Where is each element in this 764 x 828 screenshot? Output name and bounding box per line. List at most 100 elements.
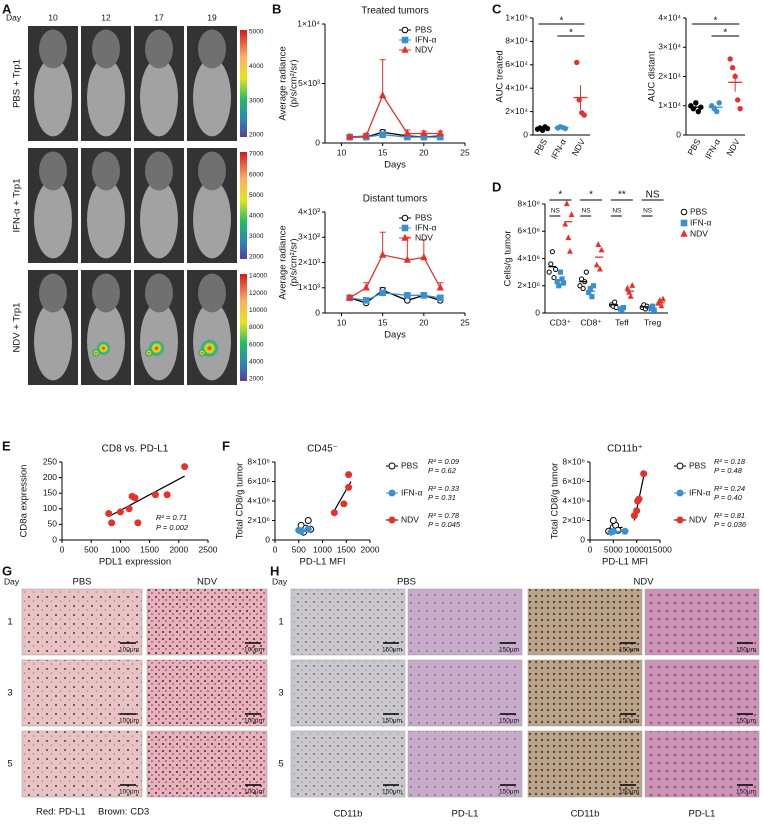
data-point — [621, 527, 629, 535]
data-point — [420, 253, 428, 261]
y-tick-label: 4×10⁶ — [562, 495, 585, 505]
data-point — [626, 288, 632, 295]
mouse-head — [39, 29, 67, 69]
x-tick-label: 500 — [84, 544, 98, 554]
y-axis-label: (p/s/cm²/sr) — [289, 238, 300, 286]
ihc-image — [21, 730, 143, 798]
y-tick-label: 1×10⁴ — [658, 100, 681, 110]
sig-label: NS — [646, 190, 660, 201]
caption: Brown: CD3 — [98, 807, 149, 818]
stain-label: CD11b — [334, 809, 363, 820]
x-tick-label: 15 — [378, 317, 388, 327]
data-point — [125, 505, 133, 513]
x-tick-label: IFN-α — [703, 137, 722, 161]
legend-marker — [388, 489, 396, 497]
stat-label: R² = 0.33 — [428, 484, 460, 493]
data-point — [660, 295, 666, 302]
mouse-body — [87, 302, 125, 381]
stat-label: P = 0.036 — [714, 520, 747, 529]
data-point — [403, 255, 411, 263]
legend-marker — [388, 516, 396, 524]
y-tick-label: 2×10⁶ — [517, 280, 540, 290]
legend-label: NDV — [689, 514, 707, 524]
row-label: NDV + Trp1 — [12, 303, 23, 353]
stat-label: R² = 0.09 — [428, 457, 460, 466]
y-axis-label: Total CD8/g tumor — [550, 463, 561, 540]
scale-label: 150μm — [382, 718, 402, 725]
data-point — [304, 525, 312, 533]
ihc-image — [407, 730, 523, 798]
stat-label: P = 0.40 — [714, 493, 743, 502]
sig-label: * — [560, 16, 564, 27]
y-tick-label: 2×10⁶ — [247, 515, 270, 525]
y-tick-label: 100 — [43, 503, 57, 513]
data-point — [546, 269, 552, 275]
y-tick-label: 0 — [315, 307, 320, 317]
data-point — [420, 292, 428, 299]
legend-label: IFN-α — [415, 222, 437, 232]
y-axis-label: Average radiance — [278, 46, 289, 120]
y-tick-label: 2×10⁶ — [562, 515, 585, 525]
y-tick-label: 8×10⁶ — [562, 456, 585, 466]
colorbar-label: 10000 — [249, 307, 267, 314]
scale-label: 100μm — [119, 789, 139, 796]
x-tick-label: 0 — [273, 544, 278, 554]
stat-label: R² = 0.24 — [714, 484, 745, 493]
legend-marker — [401, 233, 409, 241]
panel-letter: E — [2, 438, 11, 453]
data-point — [560, 280, 567, 286]
mouse-head — [92, 273, 120, 313]
ihc-image — [407, 588, 523, 656]
data-point — [729, 65, 736, 71]
stain-label: PD-L1 — [689, 809, 716, 820]
y-tick-label: 0 — [315, 137, 320, 147]
colorbar-label: 6000 — [249, 341, 264, 348]
y-axis-label: Total CD8/g tumor — [235, 463, 246, 540]
group-label: PBS — [397, 577, 416, 588]
colorbar-label: 3000 — [249, 233, 264, 240]
stat-label: P = 0.002 — [156, 523, 189, 532]
x-tick-label: 10 — [337, 317, 347, 327]
panel-letter: G — [2, 563, 12, 578]
data-point — [420, 129, 428, 137]
data-point — [597, 265, 603, 272]
x-tick-label: 2000 — [361, 544, 380, 554]
x-tick-label: 2000 — [169, 544, 188, 554]
mouse-head — [198, 273, 226, 313]
data-point — [590, 283, 597, 289]
y-tick-label: 4×10⁶ — [517, 253, 540, 263]
data-point — [346, 132, 354, 140]
signal — [96, 341, 111, 356]
y-tick-label: 1×10³ — [298, 282, 320, 292]
scale-label: 100μm — [244, 647, 264, 654]
colorbar-label: 5000 — [249, 192, 264, 199]
data-point — [345, 483, 353, 491]
x-tick-label: 20 — [419, 317, 429, 327]
ihc-image — [146, 588, 268, 656]
data-point — [695, 108, 702, 115]
legend-label: IFN-α — [415, 34, 437, 44]
y-tick-label: 8×10⁴ — [505, 36, 528, 46]
day-label: Day — [6, 12, 22, 22]
chart-title: Treated tumors — [361, 6, 428, 17]
day: 10 — [48, 12, 58, 22]
data-point — [436, 283, 444, 291]
ihc-image — [21, 659, 143, 727]
legend-label: PBS — [689, 460, 706, 470]
data-point — [624, 284, 631, 291]
mouse-head — [92, 29, 120, 69]
chart-title: CD45⁻ — [307, 444, 338, 455]
data-point — [340, 500, 348, 508]
mouse-body — [34, 180, 72, 259]
y-tick-label: 1×10⁵ — [505, 12, 528, 22]
stain-label: PD-L1 — [452, 809, 479, 820]
data-point — [612, 299, 618, 305]
colorbar-label: 2000 — [249, 254, 264, 261]
data-point — [108, 519, 116, 527]
data-point — [727, 56, 733, 62]
data-point — [633, 507, 641, 515]
data-point — [131, 494, 139, 502]
stat-label: P = 0.31 — [428, 493, 456, 502]
ihc-image — [21, 588, 143, 656]
x-tick-label: 1500 — [337, 544, 356, 554]
